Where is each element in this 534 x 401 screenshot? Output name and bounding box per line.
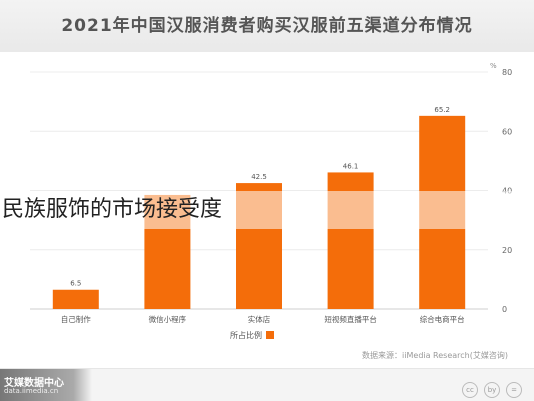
bar-chart: 020406080%6.5自己制作微信小程序42.5实体店46.1短视频直播平台… — [0, 62, 534, 340]
nd-icon: = — [506, 382, 522, 398]
by-icon: by — [484, 382, 500, 398]
page-title: 2021年中国汉服消费者购买汉服前五渠道分布情况 — [0, 0, 534, 52]
legend-label: 所占比例 — [230, 330, 262, 340]
y-tick-label: 20 — [502, 246, 512, 255]
legend-swatch — [266, 331, 274, 339]
data-label: 42.5 — [251, 173, 267, 181]
brand-name: 艾媒数据中心 — [4, 378, 64, 389]
caption-band — [0, 191, 534, 229]
bar — [52, 289, 99, 309]
data-label: 6.5 — [70, 280, 81, 288]
license-icons: cc by = — [456, 377, 522, 398]
footer: 艾媒数据中心 data.iimedia.cn cc by = — [0, 368, 534, 401]
y-tick-label: 60 — [502, 127, 512, 136]
brand-logo: 艾媒数据中心 data.iimedia.cn — [0, 369, 92, 401]
data-label: 46.1 — [343, 162, 359, 170]
data-label: 65.2 — [434, 106, 450, 114]
y-tick-label: 80 — [502, 68, 512, 77]
overlay-caption: 民族服饰的市场接受度 — [2, 197, 223, 222]
x-tick-label: 微信小程序 — [149, 314, 187, 324]
x-tick-label: 短视频直播平台 — [324, 314, 377, 324]
brand-domain: data.iimedia.cn — [4, 387, 59, 395]
source-note: 数据来源：iiMedia Research(艾媒咨询) — [362, 351, 508, 360]
y-axis-unit: % — [490, 62, 497, 70]
y-tick-label: 0 — [502, 305, 507, 314]
x-tick-label: 综合电商平台 — [420, 314, 465, 324]
x-tick-label: 自己制作 — [61, 314, 91, 324]
x-tick-label: 实体店 — [248, 314, 271, 324]
cc-icon: cc — [462, 382, 478, 398]
